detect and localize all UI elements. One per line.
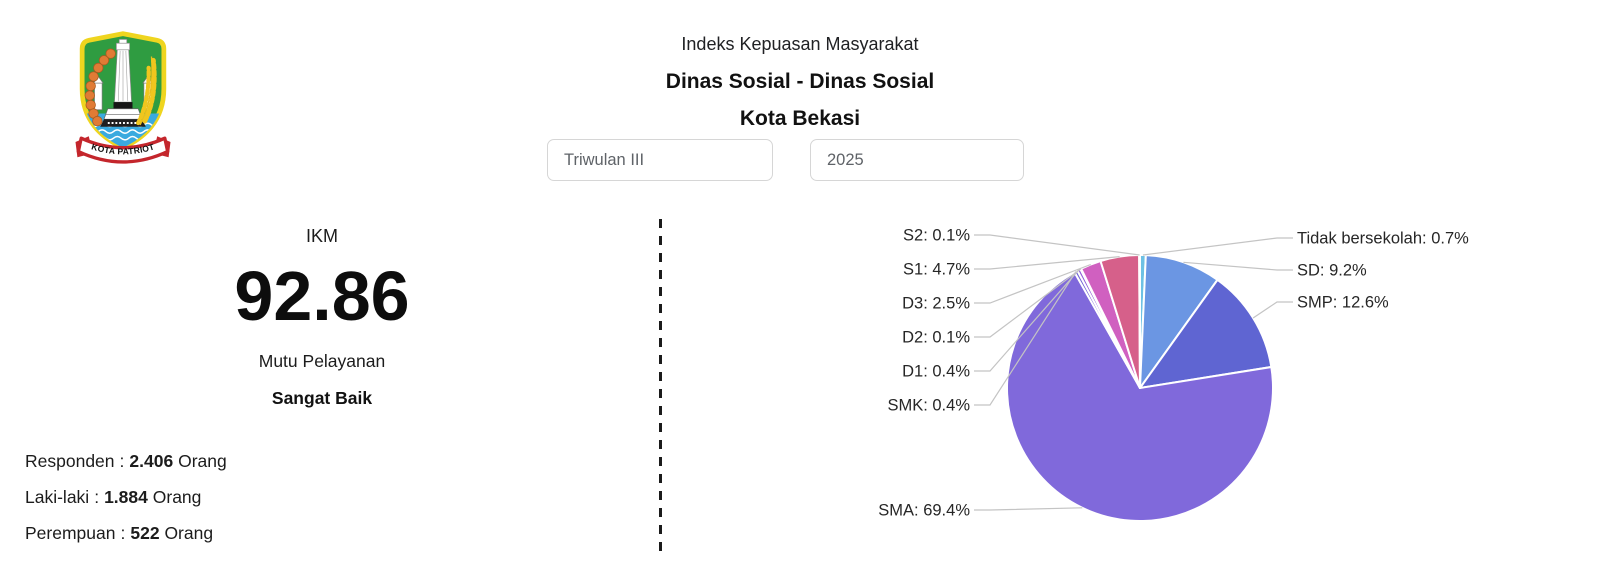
- year-input[interactable]: [810, 139, 1024, 181]
- pie-label-s2: S2: 0.1%: [903, 227, 970, 245]
- pie-label-sma: SMA: 69.4%: [878, 502, 970, 520]
- respondent-female-row: Perempuan:522 Orang: [25, 522, 227, 544]
- label-line-d1: [974, 269, 1080, 372]
- education-pie-chart: Tidak bersekolah: 0.7% SD: 9.2% SMP: 12.6%…: [860, 215, 1540, 557]
- respondent-stats: Responden:2.406 Orang Laki-laki:1.884 Or…: [25, 450, 227, 558]
- label-line-d3: [974, 263, 1091, 304]
- respondent-female-value: 522: [130, 523, 160, 543]
- pie-label-s1: S1: 4.7%: [903, 261, 970, 279]
- label-line-smp: [1252, 301, 1293, 319]
- separator: :: [119, 451, 125, 471]
- pie-label-tidak-bersekolah: Tidak bersekolah: 0.7%: [1297, 230, 1469, 248]
- paddy-chain-icon: [84, 48, 116, 127]
- monument-icon: [100, 39, 146, 127]
- pie-slice-sma[interactable]: [1006, 271, 1274, 522]
- svg-text:KOTA PATRIOT: KOTA PATRIOT: [90, 141, 156, 156]
- filter-row: [547, 139, 1024, 181]
- respondent-female-label: Perempuan: [25, 523, 116, 543]
- pie-label-d2: D2: 0.1%: [902, 329, 970, 347]
- pie-label-smk: SMK: 0.4%: [887, 397, 970, 415]
- respondent-male-value: 1.884: [104, 487, 148, 507]
- service-quality-value: Sangat Baik: [271, 388, 373, 408]
- label-line-d2: [974, 268, 1082, 338]
- pie-label-d1: D1: 0.4%: [902, 363, 970, 381]
- respondent-male-label: Laki-laki: [25, 487, 90, 507]
- ikm-panel: IKM 92.86 Mutu Pelayanan Sangat Baik: [122, 226, 522, 409]
- kota-bekasi-logo: KOTA PATRIOT: [66, 25, 180, 183]
- respondent-female-unit: Orang: [164, 523, 214, 543]
- pie-label-d3: D3: 2.5%: [902, 295, 970, 313]
- page-header: Indeks Kepuasan Masyarakat Dinas Sosial …: [492, 33, 1108, 132]
- respondent-total-value: 2.406: [129, 451, 174, 471]
- respondent-male-row: Laki-laki:1.884 Orang: [25, 486, 227, 508]
- kota-bekasi-logo-graphic: KOTA PATRIOT: [75, 31, 171, 164]
- separator: :: [94, 487, 100, 507]
- city-name: Kota Bekasi: [739, 107, 861, 130]
- respondent-total-unit: Orang: [178, 451, 227, 471]
- label-line-s1: [974, 256, 1120, 270]
- pie-slice-smp[interactable]: [1139, 278, 1273, 389]
- service-quality-label: Mutu Pelayanan: [258, 351, 386, 371]
- respondent-male-unit: Orang: [152, 487, 202, 507]
- wheat-icon: [136, 56, 157, 126]
- ikm-score: 92.86: [234, 257, 410, 335]
- label-line-sma: [974, 507, 1083, 511]
- label-line-tidak-bersekolah: [1142, 237, 1293, 256]
- label-line-s2: [974, 234, 1140, 256]
- respondent-total-row: Responden:2.406 Orang: [25, 450, 227, 472]
- label-line-sd: [1183, 261, 1293, 271]
- label-line-smk: [974, 271, 1077, 406]
- pie-chart-canvas: Tidak bersekolah: 0.7% SD: 9.2% SMP: 12.6%…: [878, 227, 1469, 522]
- agency-name: Dinas Sosial - Dinas Sosial: [665, 70, 935, 93]
- page-title: Indeks Kepuasan Masyarakat: [681, 34, 919, 54]
- period-input[interactable]: [547, 139, 773, 181]
- vertical-dashed-divider: [659, 219, 662, 557]
- separator: :: [120, 523, 126, 543]
- pie-label-smp: SMP: 12.6%: [1297, 294, 1389, 312]
- respondent-total-label: Responden: [25, 451, 115, 471]
- ikm-label: IKM: [305, 226, 338, 246]
- pie-slice-s2[interactable]: [1138, 253, 1141, 389]
- pie-label-sd: SD: 9.2%: [1297, 262, 1367, 280]
- banner-ribbon: KOTA PATRIOT: [75, 136, 171, 164]
- logo-banner-text: KOTA PATRIOT: [90, 141, 155, 156]
